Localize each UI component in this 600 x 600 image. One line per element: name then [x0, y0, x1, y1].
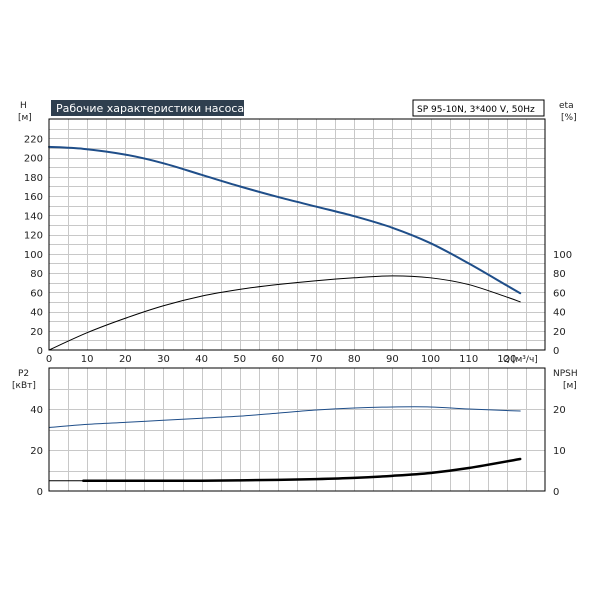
top-frame [48, 118, 546, 351]
chart-title: Рабочие характеристики насоса [56, 102, 244, 115]
model-label: SP 95-10N, 3*400 V, 50Hz [417, 105, 535, 115]
eta-axis-unit: [%] [561, 113, 577, 123]
bottom-left-tick-label: 40 [30, 405, 43, 416]
bottom-left-tick-label: 20 [30, 446, 43, 457]
bottom-ticks: 0 20 40 0 10 20 [30, 405, 565, 498]
h-axis-unit: [м] [18, 113, 32, 123]
q-axis-label: Q [503, 355, 510, 365]
top-left-tick-label: 160 [24, 192, 43, 203]
h-axis-label: H [20, 101, 27, 111]
bottom-panel: 0 20 40 0 10 20 P2 [кВт] NPSH [м] [12, 367, 578, 498]
top-left-tick-label: 100 [24, 250, 43, 261]
model-box [412, 99, 545, 117]
bottom-right-tick-label: 20 [553, 405, 566, 416]
top-curve-1 [48, 275, 521, 351]
top-left-tick-label: 80 [30, 269, 43, 280]
q-tick-label: 10 [81, 354, 94, 365]
top-left-tick-label: 120 [24, 231, 43, 242]
top-left-tick-label: 40 [30, 308, 43, 319]
bottom-right-tick-label: 0 [553, 487, 559, 498]
top-right-tick-label: 20 [553, 327, 566, 338]
q-tick-label: 30 [157, 354, 170, 365]
bottom-left-tick-label: 0 [37, 487, 43, 498]
bottom-frame [48, 367, 546, 492]
top-left-tick-label: 180 [24, 173, 43, 184]
top-left-tick-label: 220 [24, 134, 43, 145]
top-left-tick-label: 0 [37, 346, 43, 357]
eta-axis-label: eta [559, 101, 574, 111]
q-tick-label: 90 [386, 354, 399, 365]
top-panel: 0 10 20 30 40 50 60 70 80 90 100 110 120 0 20 40 60 80 100… [18, 99, 577, 365]
npsh-axis-label: NPSH [553, 369, 578, 379]
q-tick-label: 120 [497, 354, 516, 365]
npsh-axis-unit: [м] [563, 381, 577, 391]
q-tick-label: 0 [46, 354, 52, 365]
bottom-curve-1 [82, 457, 522, 483]
p2-axis-label: P2 [18, 369, 29, 379]
bottom-right-tick-label: 10 [553, 446, 566, 457]
title-background [51, 100, 244, 116]
top-left-tick-label: 140 [24, 211, 43, 222]
q-tick-label: 80 [348, 354, 361, 365]
q-tick-label: 50 [233, 354, 246, 365]
top-right-tick-label: 0 [553, 346, 559, 357]
q-tick-label: 100 [421, 354, 440, 365]
q-axis-unit: [м³/ч] [512, 355, 538, 365]
q-tick-label: 70 [310, 354, 323, 365]
top-left-tick-label: 200 [24, 154, 43, 165]
top-right-tick-label: 80 [553, 269, 566, 280]
bottom-curve-0 [48, 406, 521, 428]
top-curves [48, 145, 522, 351]
bottom-curves [48, 406, 522, 483]
q-tick-label: 60 [272, 354, 285, 365]
top-right-tick-label: 40 [553, 308, 566, 319]
p2-axis-unit: [кВт] [12, 381, 36, 391]
top-left-tick-label: 60 [30, 288, 43, 299]
top-ticks: 0 10 20 30 40 50 60 70 80 90 100 110 120 0 20 40 60 80 100… [24, 134, 572, 365]
bottom-grid [49, 368, 545, 491]
q-tick-label: 40 [195, 354, 208, 365]
q-tick-label: 20 [119, 354, 132, 365]
top-left-tick-label: 20 [30, 327, 43, 338]
top-grid [49, 119, 545, 350]
top-right-tick-label: 100 [553, 250, 572, 261]
top-curve-0 [48, 145, 522, 295]
q-tick-label: 110 [459, 354, 478, 365]
top-right-tick-label: 60 [553, 288, 566, 299]
